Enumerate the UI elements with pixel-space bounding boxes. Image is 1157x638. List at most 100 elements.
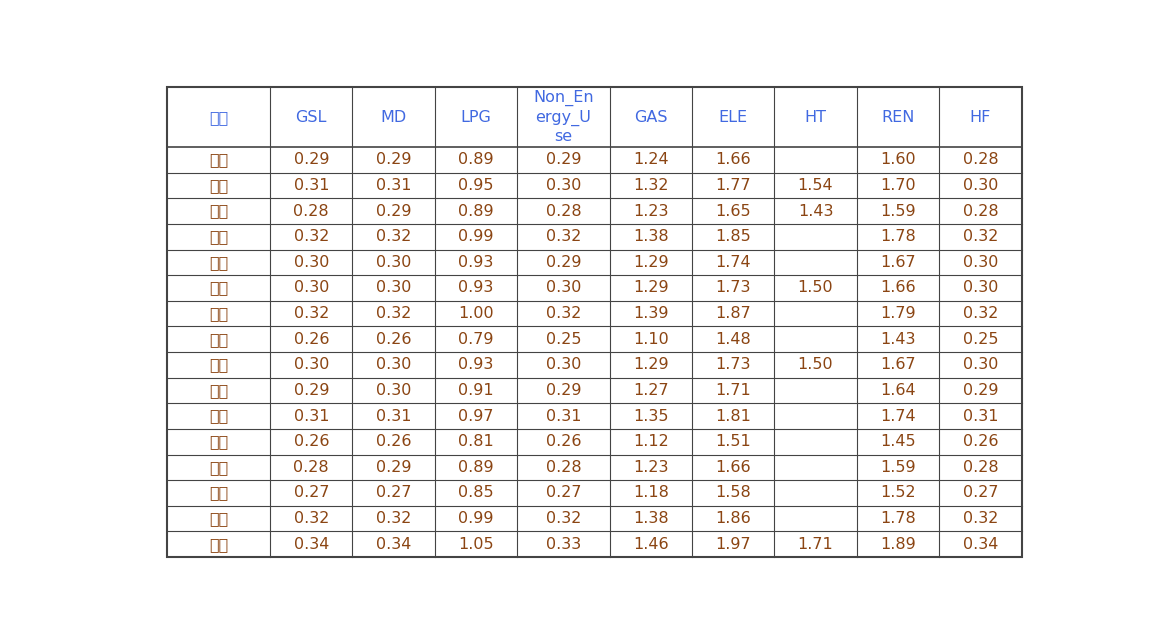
Text: 1.43: 1.43 <box>880 332 915 346</box>
Text: GAS: GAS <box>634 110 668 124</box>
Text: 1.67: 1.67 <box>880 357 916 373</box>
Text: 1.10: 1.10 <box>633 332 669 346</box>
Text: 0.29: 0.29 <box>376 460 412 475</box>
Text: 1.43: 1.43 <box>798 204 833 219</box>
Text: 1.89: 1.89 <box>880 537 916 552</box>
Text: 0.29: 0.29 <box>546 383 581 398</box>
Text: 0.31: 0.31 <box>376 178 412 193</box>
Text: 강원: 강원 <box>209 152 228 167</box>
Text: 0.32: 0.32 <box>963 229 998 244</box>
Text: 1.00: 1.00 <box>458 306 494 321</box>
Text: 1.29: 1.29 <box>633 281 669 295</box>
Text: 1.70: 1.70 <box>880 178 916 193</box>
Text: 0.29: 0.29 <box>963 383 998 398</box>
Text: 1.78: 1.78 <box>880 511 916 526</box>
Text: 1.85: 1.85 <box>715 229 751 244</box>
Text: 1.71: 1.71 <box>797 537 833 552</box>
Text: 1.86: 1.86 <box>715 511 751 526</box>
Text: 0.30: 0.30 <box>294 357 329 373</box>
Text: 0.29: 0.29 <box>546 152 581 167</box>
Text: 0.30: 0.30 <box>294 281 329 295</box>
Text: 0.30: 0.30 <box>546 357 581 373</box>
Text: 0.97: 0.97 <box>458 408 494 424</box>
Text: 0.32: 0.32 <box>963 306 998 321</box>
Text: 1.35: 1.35 <box>633 408 669 424</box>
Text: GSL: GSL <box>295 110 327 124</box>
Text: 1.97: 1.97 <box>715 537 751 552</box>
Text: 0.30: 0.30 <box>963 281 998 295</box>
Text: 0.32: 0.32 <box>294 511 329 526</box>
Text: 0.28: 0.28 <box>963 460 998 475</box>
Text: 0.29: 0.29 <box>376 204 412 219</box>
Text: MD: MD <box>381 110 407 124</box>
Text: 1.66: 1.66 <box>715 152 751 167</box>
Text: 0.26: 0.26 <box>963 434 998 449</box>
Text: 0.30: 0.30 <box>376 281 412 295</box>
Text: 1.74: 1.74 <box>715 255 751 270</box>
Text: 0.34: 0.34 <box>294 537 329 552</box>
Text: 1.64: 1.64 <box>880 383 916 398</box>
Text: 0.29: 0.29 <box>546 255 581 270</box>
Text: 1.32: 1.32 <box>633 178 669 193</box>
Text: 0.32: 0.32 <box>546 511 581 526</box>
Text: 지역: 지역 <box>209 110 228 124</box>
Text: 0.79: 0.79 <box>458 332 494 346</box>
Text: 1.65: 1.65 <box>715 204 751 219</box>
Text: 1.71: 1.71 <box>715 383 751 398</box>
Text: 경기: 경기 <box>209 178 228 193</box>
Text: 0.32: 0.32 <box>376 511 412 526</box>
Text: 1.05: 1.05 <box>458 537 494 552</box>
Text: 0.30: 0.30 <box>376 357 412 373</box>
Text: 1.51: 1.51 <box>715 434 751 449</box>
Text: HF: HF <box>970 110 992 124</box>
Text: 0.28: 0.28 <box>546 204 581 219</box>
Text: 0.89: 0.89 <box>458 460 494 475</box>
Text: 0.28: 0.28 <box>963 204 998 219</box>
Text: 0.31: 0.31 <box>963 408 998 424</box>
Text: 1.74: 1.74 <box>880 408 916 424</box>
Text: 0.25: 0.25 <box>963 332 998 346</box>
Text: 1.23: 1.23 <box>633 460 669 475</box>
Text: 0.32: 0.32 <box>546 306 581 321</box>
Text: REN: REN <box>882 110 915 124</box>
Text: 1.73: 1.73 <box>715 357 751 373</box>
Text: 0.29: 0.29 <box>376 152 412 167</box>
Text: 부산: 부산 <box>209 332 228 346</box>
Text: 0.89: 0.89 <box>458 204 494 219</box>
Text: 1.18: 1.18 <box>633 486 669 500</box>
Text: 0.30: 0.30 <box>963 178 998 193</box>
Text: 경남: 경남 <box>209 204 228 219</box>
Text: 1.38: 1.38 <box>633 511 669 526</box>
Text: 0.93: 0.93 <box>458 281 494 295</box>
Text: HT: HT <box>804 110 826 124</box>
Text: 1.50: 1.50 <box>797 357 833 373</box>
Text: 0.30: 0.30 <box>546 281 581 295</box>
Text: 1.38: 1.38 <box>633 229 669 244</box>
Text: 1.81: 1.81 <box>715 408 751 424</box>
Text: 0.89: 0.89 <box>458 152 494 167</box>
Text: 1.50: 1.50 <box>797 281 833 295</box>
Text: 0.91: 0.91 <box>458 383 494 398</box>
Text: 0.29: 0.29 <box>294 383 329 398</box>
Text: 1.46: 1.46 <box>633 537 669 552</box>
Text: 0.31: 0.31 <box>294 408 329 424</box>
Text: 0.30: 0.30 <box>294 255 329 270</box>
Text: 0.99: 0.99 <box>458 229 494 244</box>
Text: 1.59: 1.59 <box>880 460 916 475</box>
Text: 0.27: 0.27 <box>376 486 412 500</box>
Text: 1.67: 1.67 <box>880 255 916 270</box>
Text: 0.34: 0.34 <box>963 537 998 552</box>
Text: 0.29: 0.29 <box>294 152 329 167</box>
Text: 0.28: 0.28 <box>294 460 329 475</box>
Text: 경북: 경북 <box>209 229 228 244</box>
Text: 울산: 울산 <box>209 383 228 398</box>
Text: ELE: ELE <box>718 110 747 124</box>
Text: 0.32: 0.32 <box>376 306 412 321</box>
Text: 0.93: 0.93 <box>458 357 494 373</box>
Text: 1.59: 1.59 <box>880 204 916 219</box>
Text: 0.33: 0.33 <box>546 537 581 552</box>
Text: 1.66: 1.66 <box>880 281 916 295</box>
Text: 1.39: 1.39 <box>633 306 669 321</box>
Text: 0.32: 0.32 <box>963 511 998 526</box>
Text: 0.99: 0.99 <box>458 511 494 526</box>
